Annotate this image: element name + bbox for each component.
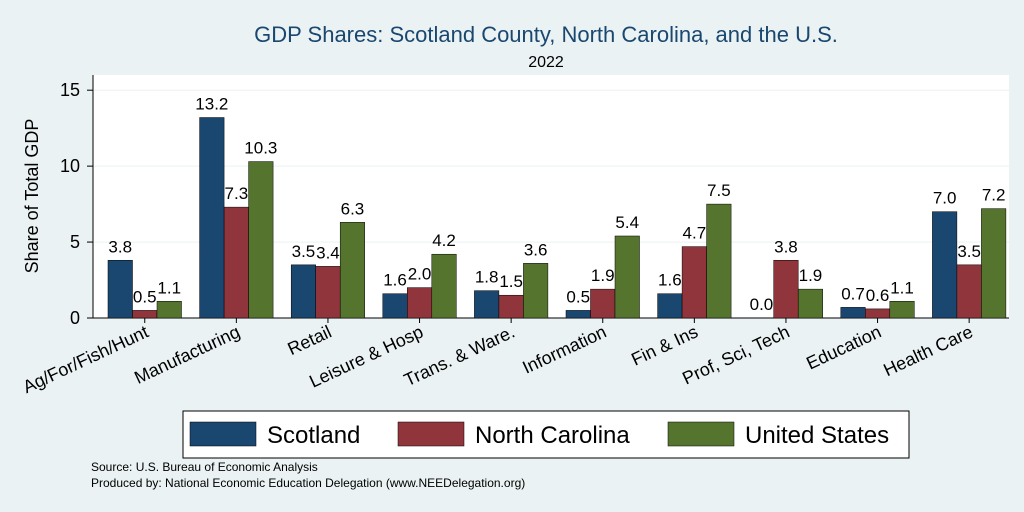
data-label: 13.2	[195, 95, 228, 114]
data-label: 10.3	[244, 139, 277, 158]
data-label: 0.7	[841, 284, 865, 303]
legend-items: Scotland North Carolina United States	[189, 421, 889, 449]
chart-subtitle: 2022	[528, 54, 564, 71]
data-labels: 3.80.5 1.113.27.310.33.5 3.46.31.6 2.04.21.…	[108, 95, 1005, 314]
bar-1-9	[956, 264, 982, 319]
bar-1-5	[590, 288, 616, 319]
data-label: 0.0	[750, 295, 774, 314]
legend-swatch-1	[397, 421, 465, 447]
bar-1-4	[498, 294, 524, 319]
bar-2-6	[706, 203, 732, 319]
bar-2-7	[797, 288, 823, 319]
data-label: 3.4	[316, 243, 340, 262]
data-label: 2.0	[408, 265, 432, 284]
legend-label-2: United States	[745, 422, 889, 449]
legend-label-0: Scotland	[267, 422, 360, 449]
bar-1-1	[223, 206, 249, 319]
data-label: 7.3	[225, 184, 249, 203]
bar-1-0	[132, 310, 158, 319]
data-label: 4.7	[683, 224, 707, 243]
data-label: 1.6	[383, 271, 407, 290]
source-note: Source: U.S. Bureau of Economic Analysis	[91, 460, 318, 474]
data-label: 1.9	[591, 266, 615, 285]
data-label: 1.8	[475, 268, 499, 287]
legend: Scotland North Carolina United States	[182, 410, 910, 459]
y-tick-label: 0	[70, 308, 80, 328]
data-label: 0.6	[866, 286, 890, 305]
bar-0-8	[840, 307, 866, 319]
legend-label-1: North Carolina	[475, 422, 630, 449]
data-label: 1.9	[799, 266, 823, 285]
bar-2-5	[614, 235, 640, 319]
data-label: 3.5	[292, 242, 316, 261]
bar-0-1	[199, 117, 225, 319]
bar-2-4	[523, 263, 549, 319]
chart-title: GDP Shares: Scotland County, North Carol…	[254, 22, 838, 47]
data-label: 6.3	[341, 199, 365, 218]
y-tick-label: 5	[70, 232, 80, 252]
legend-swatch-0	[189, 421, 257, 447]
bar-2-0	[156, 301, 182, 319]
data-label: 1.1	[157, 278, 181, 297]
data-label: 3.8	[108, 237, 132, 256]
bar-2-1	[248, 161, 274, 319]
bar-1-2	[315, 266, 341, 319]
data-label: 1.1	[890, 278, 914, 297]
y-tick-label: 10	[60, 156, 80, 176]
bar-0-9	[932, 211, 958, 319]
bars	[107, 117, 1007, 319]
data-label: 0.5	[133, 287, 157, 306]
bar-1-3	[407, 287, 433, 319]
data-label: 4.2	[432, 231, 456, 250]
legend-box	[182, 410, 910, 459]
bar-0-0	[107, 260, 133, 319]
data-label: 7.5	[707, 181, 731, 200]
legend-swatch-2	[667, 421, 735, 447]
y-axis-label: Share of Total GDP	[22, 119, 42, 274]
bar-2-9	[981, 208, 1007, 319]
data-label: 3.6	[524, 240, 548, 259]
bar-0-6	[657, 293, 683, 319]
data-label: 3.5	[957, 242, 981, 261]
bar-0-4	[474, 290, 500, 319]
data-label: 1.5	[499, 272, 523, 291]
data-label: 7.0	[933, 189, 957, 208]
y-ticks: 0 5 10 15	[60, 80, 93, 328]
bar-0-3	[382, 293, 408, 319]
bar-2-3	[431, 253, 457, 319]
data-label: 7.2	[982, 186, 1006, 205]
produced-by-note: Produced by: National Economic Education…	[91, 476, 525, 490]
bar-0-5	[565, 310, 591, 319]
bar-1-6	[681, 246, 707, 319]
data-label: 5.4	[615, 213, 639, 232]
data-label: 3.8	[774, 237, 798, 256]
bar-1-7	[773, 260, 799, 319]
bar-0-2	[290, 264, 316, 319]
data-label: 0.5	[566, 287, 590, 306]
bar-2-2	[339, 222, 365, 319]
bar-1-8	[865, 308, 891, 319]
data-label: 1.6	[658, 271, 682, 290]
y-tick-label: 15	[60, 80, 80, 100]
bar-2-8	[889, 301, 915, 319]
